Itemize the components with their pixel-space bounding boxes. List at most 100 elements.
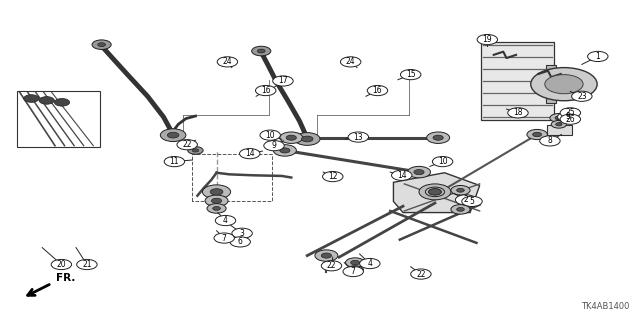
Circle shape bbox=[588, 51, 608, 61]
Circle shape bbox=[527, 129, 547, 140]
Text: 15: 15 bbox=[406, 70, 415, 79]
Circle shape bbox=[273, 145, 296, 156]
Circle shape bbox=[260, 130, 280, 140]
Circle shape bbox=[210, 189, 223, 195]
Text: 11: 11 bbox=[170, 157, 179, 166]
Circle shape bbox=[161, 129, 186, 141]
Text: 16: 16 bbox=[261, 86, 271, 95]
Circle shape bbox=[340, 57, 361, 67]
Text: 4: 4 bbox=[367, 259, 372, 268]
Text: 13: 13 bbox=[353, 132, 363, 141]
Circle shape bbox=[462, 196, 482, 206]
Circle shape bbox=[367, 85, 388, 96]
Circle shape bbox=[419, 184, 451, 200]
Circle shape bbox=[411, 269, 431, 279]
Circle shape bbox=[348, 132, 369, 142]
Circle shape bbox=[429, 189, 442, 195]
Circle shape bbox=[51, 260, 72, 270]
Circle shape bbox=[301, 136, 313, 142]
Circle shape bbox=[98, 43, 106, 47]
Circle shape bbox=[401, 69, 421, 80]
Circle shape bbox=[321, 253, 332, 258]
Text: TK4AB1400: TK4AB1400 bbox=[581, 302, 630, 311]
Circle shape bbox=[408, 166, 431, 178]
Circle shape bbox=[214, 233, 234, 243]
Text: 1: 1 bbox=[595, 52, 600, 61]
Circle shape bbox=[451, 186, 470, 195]
Circle shape bbox=[286, 135, 296, 140]
Circle shape bbox=[451, 204, 470, 214]
Circle shape bbox=[92, 40, 111, 50]
Circle shape bbox=[77, 260, 97, 270]
Circle shape bbox=[252, 46, 271, 56]
Polygon shape bbox=[394, 173, 479, 212]
Circle shape bbox=[351, 260, 360, 265]
Text: 6: 6 bbox=[237, 237, 243, 246]
Circle shape bbox=[39, 97, 54, 104]
Circle shape bbox=[54, 99, 70, 106]
Text: 10: 10 bbox=[266, 131, 275, 140]
Polygon shape bbox=[546, 65, 556, 103]
Circle shape bbox=[207, 204, 226, 213]
Circle shape bbox=[545, 75, 583, 94]
Circle shape bbox=[426, 187, 445, 197]
Circle shape bbox=[360, 259, 380, 269]
Circle shape bbox=[205, 195, 228, 206]
Circle shape bbox=[540, 136, 560, 146]
Circle shape bbox=[477, 35, 497, 45]
Circle shape bbox=[230, 237, 250, 247]
Circle shape bbox=[560, 108, 580, 118]
Text: 25: 25 bbox=[566, 108, 575, 117]
Circle shape bbox=[192, 149, 198, 152]
Circle shape bbox=[433, 135, 444, 140]
Circle shape bbox=[392, 170, 412, 180]
Circle shape bbox=[551, 121, 566, 128]
Circle shape bbox=[273, 76, 293, 86]
Circle shape bbox=[24, 95, 39, 102]
Circle shape bbox=[351, 268, 359, 272]
Circle shape bbox=[164, 156, 184, 167]
Circle shape bbox=[323, 172, 343, 182]
Text: 2: 2 bbox=[463, 195, 468, 204]
Text: 10: 10 bbox=[438, 157, 447, 166]
Circle shape bbox=[321, 261, 342, 271]
Text: 22: 22 bbox=[416, 269, 426, 279]
Circle shape bbox=[560, 114, 580, 124]
Circle shape bbox=[429, 189, 442, 195]
Text: 3: 3 bbox=[239, 229, 244, 238]
Text: 4: 4 bbox=[223, 216, 228, 225]
Bar bbox=[481, 42, 554, 120]
Circle shape bbox=[168, 132, 179, 138]
Circle shape bbox=[531, 68, 597, 101]
Bar bbox=[547, 125, 572, 134]
Text: 24: 24 bbox=[346, 57, 355, 66]
Circle shape bbox=[280, 148, 290, 153]
Circle shape bbox=[188, 147, 203, 154]
Circle shape bbox=[280, 132, 303, 143]
Circle shape bbox=[414, 170, 424, 175]
Circle shape bbox=[232, 228, 252, 238]
Circle shape bbox=[557, 112, 578, 122]
Circle shape bbox=[239, 148, 260, 159]
Circle shape bbox=[294, 132, 320, 145]
Circle shape bbox=[255, 85, 276, 96]
Circle shape bbox=[556, 123, 562, 126]
Text: 18: 18 bbox=[513, 108, 523, 117]
Circle shape bbox=[427, 132, 450, 143]
Circle shape bbox=[315, 250, 338, 261]
Circle shape bbox=[215, 215, 236, 226]
Text: 7: 7 bbox=[351, 267, 356, 276]
Text: 9: 9 bbox=[271, 141, 276, 150]
Circle shape bbox=[555, 116, 563, 120]
Text: 23: 23 bbox=[577, 92, 587, 101]
Circle shape bbox=[456, 195, 476, 205]
Text: 7: 7 bbox=[222, 234, 227, 243]
Circle shape bbox=[532, 132, 541, 137]
Circle shape bbox=[508, 108, 528, 118]
Circle shape bbox=[433, 156, 453, 167]
Circle shape bbox=[550, 114, 568, 123]
Text: 24: 24 bbox=[223, 57, 232, 66]
Text: 20: 20 bbox=[56, 260, 66, 269]
Text: 16: 16 bbox=[372, 86, 382, 95]
Text: 8: 8 bbox=[548, 136, 552, 145]
